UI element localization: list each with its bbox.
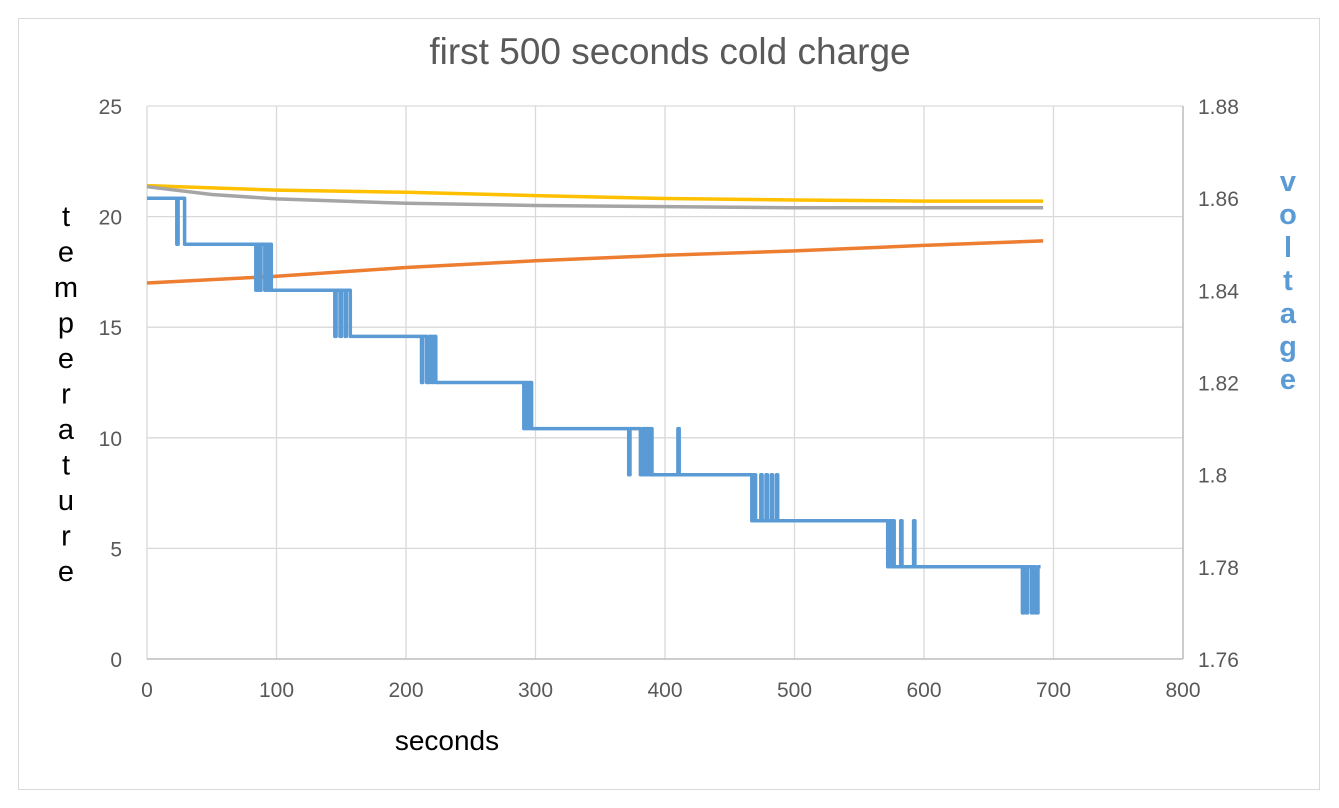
series-line-temperature-3 — [146, 239, 1044, 285]
x-tick-label: 100 — [259, 679, 294, 702]
x-tick-label: 400 — [647, 679, 682, 702]
series-line-voltage — [147, 196, 1041, 615]
x-tick-label: 700 — [1036, 679, 1071, 702]
y-tick-label: 0 — [110, 649, 122, 672]
y-tick-label: 5 — [110, 538, 122, 561]
y-tick-label: 20 — [99, 207, 122, 230]
x-axis-label: seconds — [395, 725, 499, 756]
series-line-temperature-1 — [146, 183, 1044, 203]
y2-tick-label: 1.76 — [1198, 649, 1239, 672]
series-line-temperature-2 — [146, 184, 1044, 210]
x-tick-label: 800 — [1165, 679, 1200, 702]
y-tick-label: 15 — [99, 317, 122, 340]
y2-tick-label: 1.86 — [1198, 188, 1239, 211]
x-tick-label: 600 — [906, 679, 941, 702]
chart-title: first 500 seconds cold charge — [429, 31, 910, 72]
x-tick-label: 0 — [141, 679, 153, 702]
y2-tick-label: 1.88 — [1198, 96, 1239, 119]
x-tick-label: 300 — [518, 679, 553, 702]
chart-border — [18, 18, 1320, 790]
y2-tick-label: 1.78 — [1198, 557, 1239, 580]
y-tick-label: 25 — [99, 96, 122, 119]
y-tick-label: 10 — [99, 428, 122, 451]
y2-tick-label: 1.82 — [1198, 373, 1239, 396]
y2-tick-label: 1.8 — [1198, 465, 1227, 488]
y2-tick-label: 1.84 — [1198, 280, 1239, 303]
x-tick-label: 200 — [388, 679, 423, 702]
x-tick-label: 500 — [777, 679, 812, 702]
